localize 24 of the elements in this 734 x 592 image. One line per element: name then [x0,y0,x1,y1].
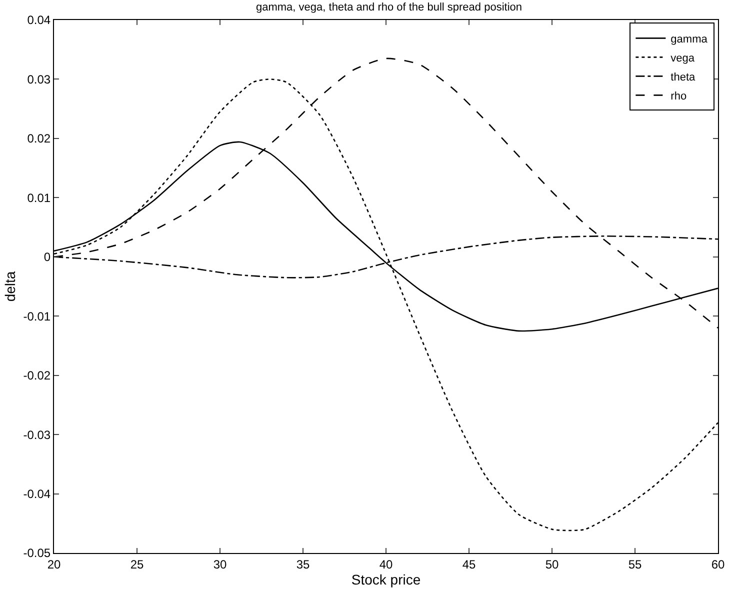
y-tick-label: 0.02 [27,132,51,146]
y-tick-label: -0.03 [23,428,51,442]
legend-label: rho [670,90,687,102]
x-tick-label: 45 [462,557,476,572]
x-tick-label: 50 [545,557,559,572]
x-tick-label: 60 [711,557,725,572]
y-tick-label: -0.04 [23,486,51,501]
y-tick-label: 0.04 [27,13,51,28]
y-tick-label: 0.01 [27,190,51,205]
x-tick-label: 35 [296,557,310,572]
x-tick-label: 55 [628,557,642,572]
x-axis-title: Stock price [351,571,421,588]
x-tick-label: 30 [213,557,227,572]
legend-label: theta [670,71,696,84]
x-tick-label: 25 [130,557,144,572]
y-tick-label: -0.01 [23,309,51,324]
legend-label: vega [670,52,696,64]
y-tick-label: -0.02 [23,368,51,383]
y-tick-label: 0.03 [27,72,51,86]
legend-label: gamma [670,33,708,46]
x-tick-label: 40 [379,557,393,572]
y-tick-label: 0 [44,250,51,264]
y-axis-title: delta [2,271,18,302]
chart-title: gamma, vega, theta and rho of the bull spread position [256,2,522,14]
